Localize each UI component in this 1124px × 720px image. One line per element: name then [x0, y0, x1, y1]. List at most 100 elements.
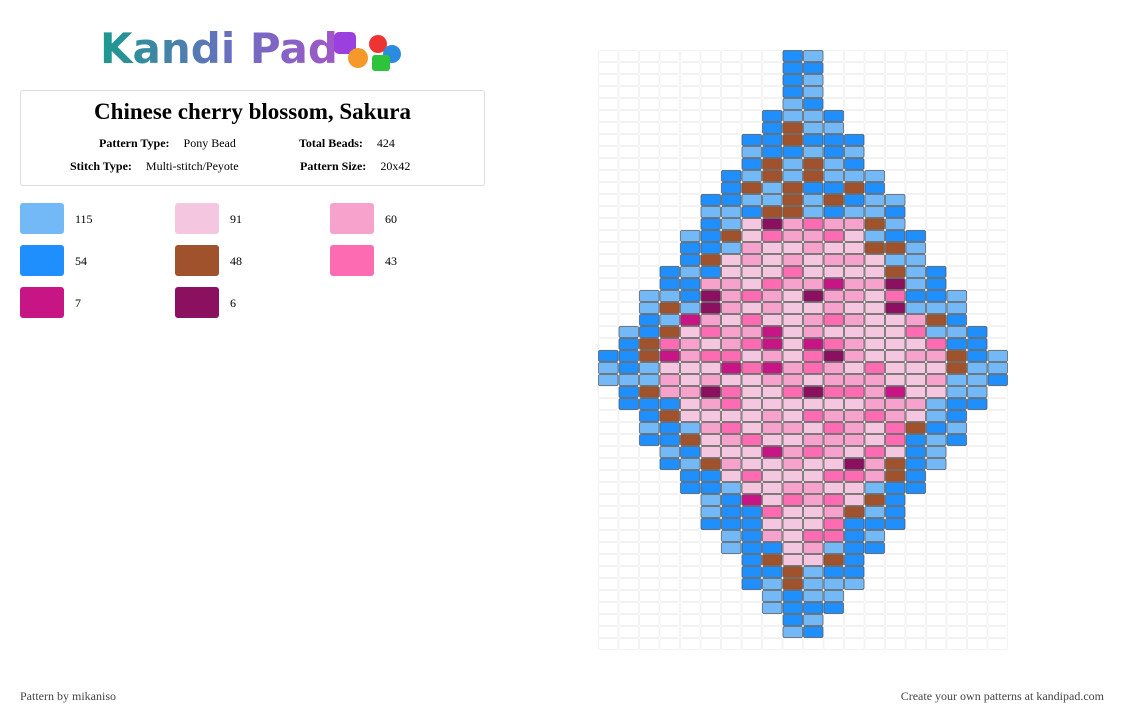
bead — [639, 338, 660, 350]
credit[interactable]: Create your own patterns at kandipad.com — [900, 689, 1104, 703]
bead — [782, 98, 803, 110]
bead — [967, 590, 988, 602]
pattern-title: Chinese cherry blossom, Sakura — [94, 99, 411, 124]
bead — [639, 446, 660, 458]
bead — [680, 590, 701, 602]
bead — [885, 338, 906, 350]
bead — [782, 74, 803, 86]
bead — [639, 86, 660, 98]
bead — [659, 626, 680, 638]
bead — [782, 362, 803, 374]
bead — [721, 302, 742, 314]
bead — [659, 614, 680, 626]
bead — [844, 338, 865, 350]
bead — [946, 326, 967, 338]
bead — [598, 134, 619, 146]
bead — [885, 518, 906, 530]
bead — [823, 458, 844, 470]
bead — [721, 158, 742, 170]
bead — [618, 110, 639, 122]
bead — [680, 254, 701, 266]
bead — [946, 194, 967, 206]
bead — [639, 98, 660, 110]
bead — [680, 518, 701, 530]
bead — [864, 446, 885, 458]
bead — [885, 206, 906, 218]
bead — [618, 158, 639, 170]
bead — [946, 74, 967, 86]
bead — [844, 566, 865, 578]
bead — [782, 278, 803, 290]
bead — [618, 386, 639, 398]
bead — [659, 602, 680, 614]
bead — [639, 134, 660, 146]
bead — [700, 614, 721, 626]
color-swatch — [20, 287, 64, 318]
bead — [823, 314, 844, 326]
bead — [803, 374, 824, 386]
bead — [700, 170, 721, 182]
bead — [680, 338, 701, 350]
bead — [885, 350, 906, 362]
bead — [741, 602, 762, 614]
bead — [721, 482, 742, 494]
bead — [721, 254, 742, 266]
bead — [905, 338, 926, 350]
bead — [639, 158, 660, 170]
bead — [864, 566, 885, 578]
logo[interactable]: Kandi Pad — [100, 24, 338, 73]
bead — [864, 494, 885, 506]
bead — [823, 326, 844, 338]
bead — [803, 542, 824, 554]
bead — [987, 458, 1008, 470]
bead — [946, 434, 967, 446]
bead — [987, 398, 1008, 410]
bead — [864, 50, 885, 62]
bead — [618, 86, 639, 98]
bead — [946, 590, 967, 602]
bead — [721, 554, 742, 566]
bead — [598, 554, 619, 566]
bead — [741, 422, 762, 434]
bead — [864, 158, 885, 170]
bead — [844, 446, 865, 458]
bead — [639, 362, 660, 374]
bead — [618, 614, 639, 626]
bead — [823, 338, 844, 350]
bead — [659, 470, 680, 482]
bead — [885, 410, 906, 422]
bead — [803, 338, 824, 350]
bead — [905, 626, 926, 638]
bead — [885, 314, 906, 326]
bead — [864, 482, 885, 494]
color-count: 6 — [230, 296, 236, 310]
bead — [803, 554, 824, 566]
bead — [864, 458, 885, 470]
bead — [926, 422, 947, 434]
bead — [762, 62, 783, 74]
bead — [864, 626, 885, 638]
bead — [721, 578, 742, 590]
bead — [618, 542, 639, 554]
bead — [926, 374, 947, 386]
bead — [782, 50, 803, 62]
bead — [946, 314, 967, 326]
bead — [905, 422, 926, 434]
bead — [987, 278, 1008, 290]
bead — [741, 542, 762, 554]
bead — [659, 74, 680, 86]
bead — [598, 158, 619, 170]
bead — [987, 590, 1008, 602]
bead — [946, 122, 967, 134]
bead — [782, 134, 803, 146]
bead — [639, 230, 660, 242]
bead — [659, 494, 680, 506]
bead — [639, 302, 660, 314]
bead — [844, 530, 865, 542]
bead — [721, 326, 742, 338]
bead — [618, 266, 639, 278]
bead — [700, 254, 721, 266]
bead — [680, 62, 701, 74]
bead — [864, 266, 885, 278]
bead — [762, 446, 783, 458]
